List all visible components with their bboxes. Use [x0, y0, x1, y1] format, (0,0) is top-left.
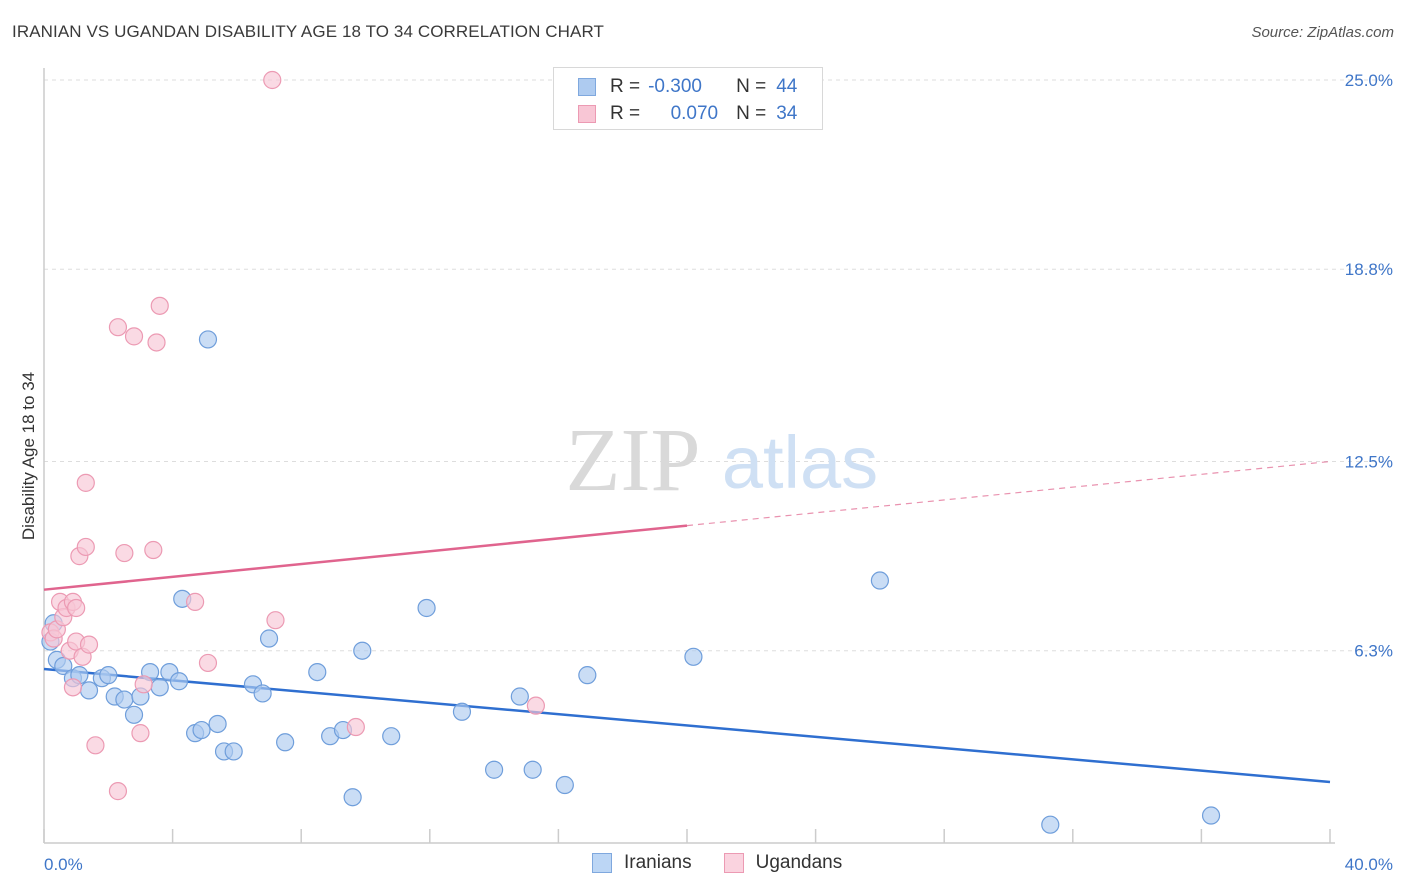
point-iranians	[382, 727, 401, 746]
point-ugandans	[76, 537, 95, 557]
point-iranians	[684, 647, 703, 666]
legend-n-label: N =	[736, 103, 767, 124]
legend-r-value: -0.300	[648, 76, 702, 97]
trend-line-extension-ugandans	[686, 460, 1331, 527]
point-ugandans	[346, 717, 365, 737]
grid-lines	[44, 79, 1390, 652]
point-iranians	[485, 760, 504, 779]
legend-n-value: 44	[776, 76, 798, 97]
point-iranians	[54, 656, 73, 676]
point-iranians	[1041, 815, 1060, 834]
point-ugandans	[144, 540, 163, 560]
point-ugandans	[198, 653, 218, 673]
point-iranians	[169, 672, 189, 691]
x-tick-label: 40.0%	[1345, 855, 1393, 874]
y-tick-label: 12.5%	[1345, 453, 1393, 472]
point-iranians	[870, 571, 890, 590]
legend-swatch-iranians	[578, 78, 596, 96]
point-iranians	[308, 662, 327, 682]
legend-r-value: 0.070	[670, 103, 719, 124]
point-iranians	[452, 702, 472, 721]
y-tick-labels: 6.3% 12.5% 18.8% 25.0%	[1345, 71, 1393, 661]
point-ugandans	[186, 592, 205, 611]
point-ugandans	[131, 724, 150, 743]
point-iranians	[276, 733, 295, 752]
point-iranians	[1201, 806, 1221, 825]
legend-swatch-ugandans	[723, 853, 744, 873]
point-ugandans	[63, 678, 83, 697]
legend-swatch-ugandans	[578, 105, 596, 123]
point-ugandans	[526, 696, 545, 715]
legend-n-value: 34	[776, 103, 798, 124]
y-tick-label: 6.3%	[1354, 642, 1393, 661]
y-tick-label: 25.0%	[1345, 71, 1393, 90]
legend-r-label: R =	[610, 103, 641, 124]
point-iranians	[343, 788, 362, 807]
axes	[43, 68, 1335, 844]
point-ugandans	[108, 318, 128, 337]
point-ugandans	[86, 736, 105, 755]
stats-legend: R = -0.300 N = 44 R = 0.070 N = 34	[553, 67, 823, 130]
point-iranians	[259, 629, 279, 648]
series-legend: Iranians Ugandans	[592, 852, 874, 874]
point-iranians	[208, 714, 227, 734]
point-ugandans	[115, 543, 134, 563]
trend-line-iranians	[43, 667, 1331, 784]
trend-line-ugandans	[43, 524, 688, 591]
point-iranians	[578, 666, 597, 685]
data-points	[41, 70, 1221, 834]
point-iranians	[99, 666, 118, 685]
point-iranians	[224, 742, 243, 761]
point-iranians	[150, 678, 169, 697]
legend-label-iranians: Iranians	[624, 852, 692, 873]
point-ugandans	[108, 782, 128, 801]
point-ugandans	[76, 473, 95, 492]
legend-row-iranians: R = -0.300 N = 44	[578, 74, 797, 100]
point-iranians	[417, 598, 436, 618]
point-iranians	[79, 681, 99, 700]
legend-swatch-iranians	[592, 853, 612, 873]
chart-title: IRANIAN VS UGANDAN DISABILITY AGE 18 TO …	[12, 22, 605, 41]
legend-row-ugandans: R = 0.070 N = 34	[578, 101, 797, 127]
watermark-zip: ZIP	[566, 411, 701, 510]
point-ugandans	[263, 70, 282, 90]
source-note: Source: ZipAtlas.com	[1251, 24, 1394, 41]
point-iranians	[124, 705, 144, 724]
point-iranians	[192, 720, 211, 740]
legend-label-ugandans: Ugandans	[755, 852, 843, 873]
point-ugandans	[147, 333, 166, 352]
x-tick-label: 0.0%	[44, 855, 83, 874]
point-iranians	[115, 690, 134, 709]
point-ugandans	[134, 675, 153, 694]
point-iranians	[510, 687, 529, 706]
point-ugandans	[150, 296, 169, 315]
point-iranians	[555, 775, 574, 795]
legend-item-iranians: Iranians	[592, 852, 692, 874]
point-iranians	[353, 641, 372, 660]
y-tick-label: 18.8%	[1345, 260, 1393, 279]
x-tick-labels: 0.0% 40.0%	[44, 855, 1393, 874]
point-iranians	[253, 684, 272, 703]
legend-item-ugandans: Ugandans	[723, 852, 843, 874]
point-iranians	[523, 760, 542, 779]
point-ugandans	[79, 635, 99, 654]
legend-r-label: R =	[610, 76, 641, 97]
point-ugandans	[124, 327, 144, 346]
point-iranians	[198, 330, 218, 349]
legend-n-label: N =	[736, 76, 767, 97]
y-axis-label: Disability Age 18 to 34	[19, 372, 38, 540]
point-ugandans	[266, 611, 285, 630]
watermark: ZIP atlas	[566, 411, 879, 510]
watermark-atlas: atlas	[722, 421, 878, 504]
point-ugandans	[67, 598, 86, 618]
